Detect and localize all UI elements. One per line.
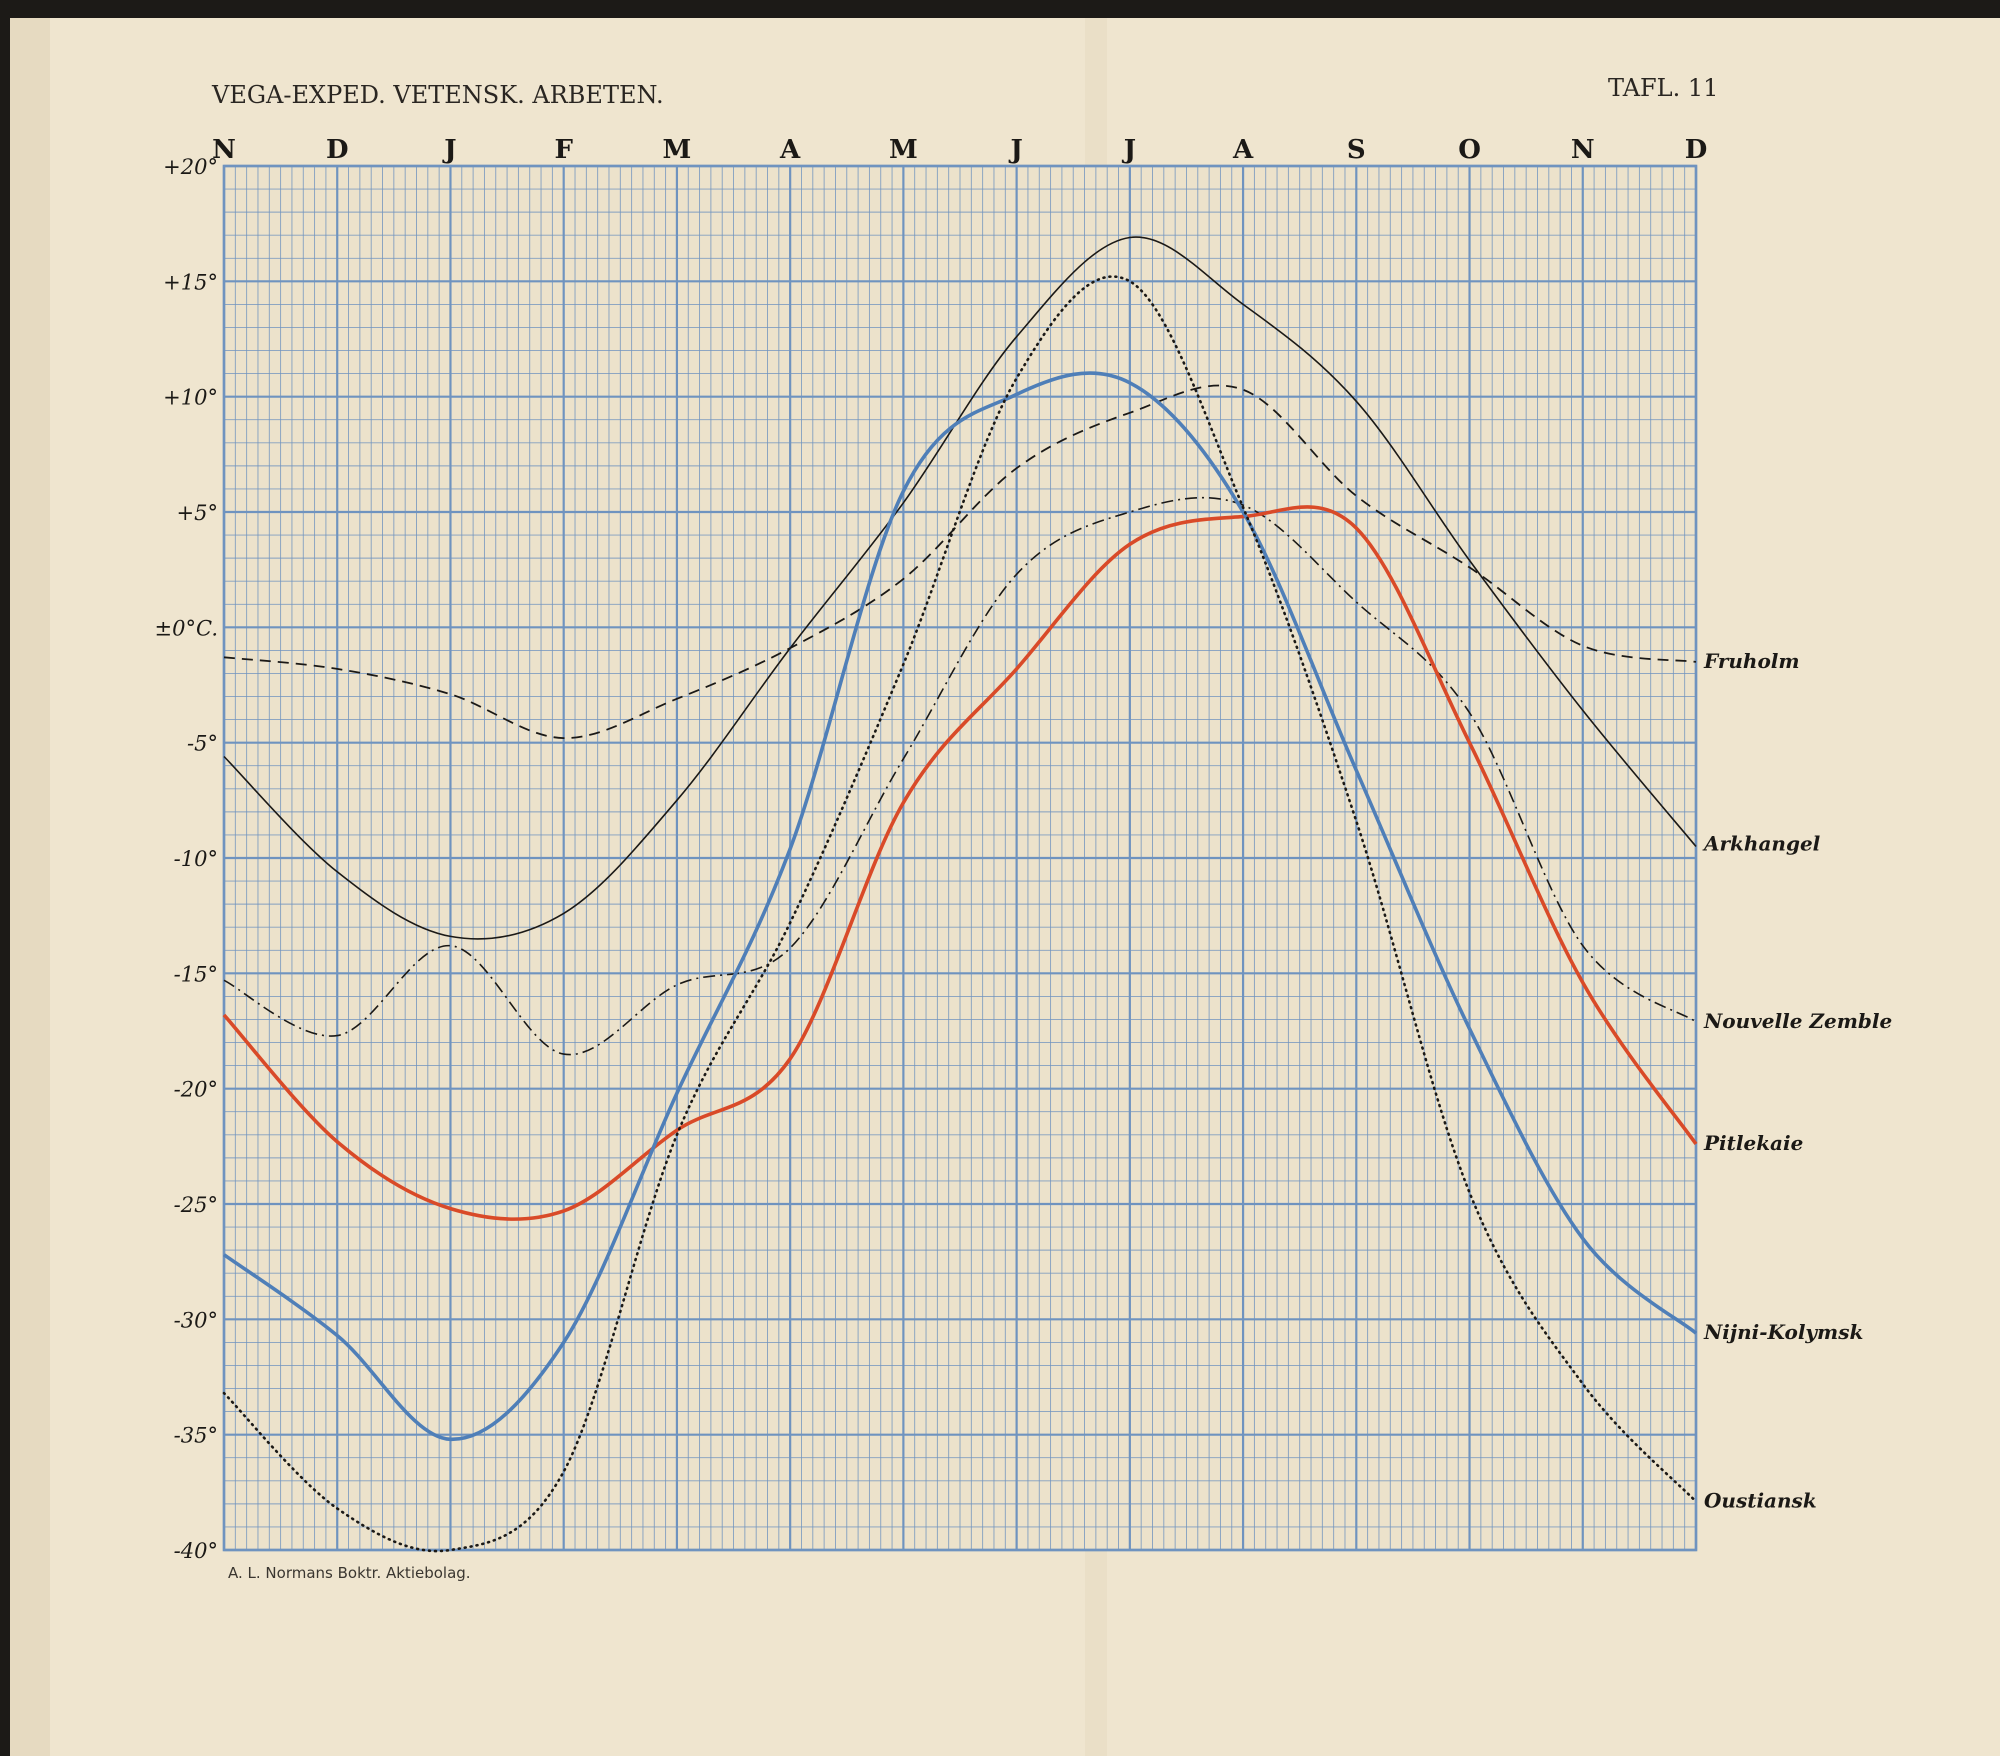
month-label: J <box>1122 135 1136 165</box>
series-label-oustiansk: Oustiansk <box>1704 1489 1817 1513</box>
temperature-tick-labels: +20° +15° +10° +5° ±0°C. -5° -10° -15° -20° -25° -… <box>155 155 218 1563</box>
month-label: A <box>1232 135 1254 165</box>
temperature-tick-label: +20° <box>163 155 218 179</box>
month-label: F <box>554 135 573 165</box>
temperature-tick-label: -10° <box>174 847 218 871</box>
series-label-fruholm: Fruholm <box>1703 649 1800 673</box>
paper-fold-shade <box>10 18 50 1756</box>
temperature-tick-label: +5° <box>177 501 218 525</box>
temperature-tick-label: -30° <box>174 1308 218 1332</box>
printer-credit: A. L. Normans Boktr. Aktiebolag. <box>228 1564 471 1582</box>
month-label: S <box>1347 135 1366 165</box>
temperature-tick-label: ±0°C. <box>155 616 218 640</box>
month-label: D <box>1685 135 1708 165</box>
temperature-tick-label: +15° <box>163 270 218 294</box>
month-label: M <box>663 135 692 165</box>
temperature-tick-label: -15° <box>174 962 218 986</box>
plate-number: TAFL. 11 <box>1608 74 1718 102</box>
month-label: O <box>1458 135 1481 165</box>
series-line-pitlekaie <box>222 505 1698 1221</box>
plate-title: VEGA-EXPED. VETENSK. ARBETEN. <box>211 81 664 109</box>
plot-frame <box>222 164 1698 1552</box>
series-line-nijni-kolymsk <box>222 371 1698 1442</box>
month-label: A <box>779 135 801 165</box>
grid-major <box>222 164 1698 1552</box>
series-line-nouvelle-zemble <box>223 496 1697 1056</box>
series-label-arkhangel: Arkhangel <box>1702 831 1821 855</box>
temperature-tick-label: -20° <box>174 1078 218 1102</box>
month-label: N <box>1571 135 1595 165</box>
temperature-tick-label: +10° <box>163 386 218 410</box>
series-label-nijni-kolymsk: Nijni-Kolymsk <box>1703 1320 1863 1344</box>
month-label: D <box>326 135 349 165</box>
series-label-nouvelle-zemble: Nouvelle Zemble <box>1703 1009 1892 1033</box>
temperature-tick-label: -40° <box>174 1539 218 1563</box>
month-label: J <box>1008 135 1022 165</box>
temperature-tick-label: -35° <box>174 1424 218 1448</box>
series-labels: Fruholm Arkhangel Nouvelle Zemble Pitlekaie… <box>1702 649 1892 1513</box>
temperature-tick-label: -5° <box>187 732 218 756</box>
series-label-pitlekaie: Pitlekaie <box>1703 1131 1803 1155</box>
month-label: M <box>889 135 918 165</box>
series-line-oustiansk <box>222 275 1698 1553</box>
month-label: N <box>212 135 236 165</box>
series-line-arkhangel <box>223 236 1697 940</box>
month-label: J <box>442 135 456 165</box>
temperature-tick-label: -25° <box>174 1193 218 1217</box>
series-lines <box>222 236 1698 1553</box>
series-line-fruholm <box>223 384 1697 740</box>
